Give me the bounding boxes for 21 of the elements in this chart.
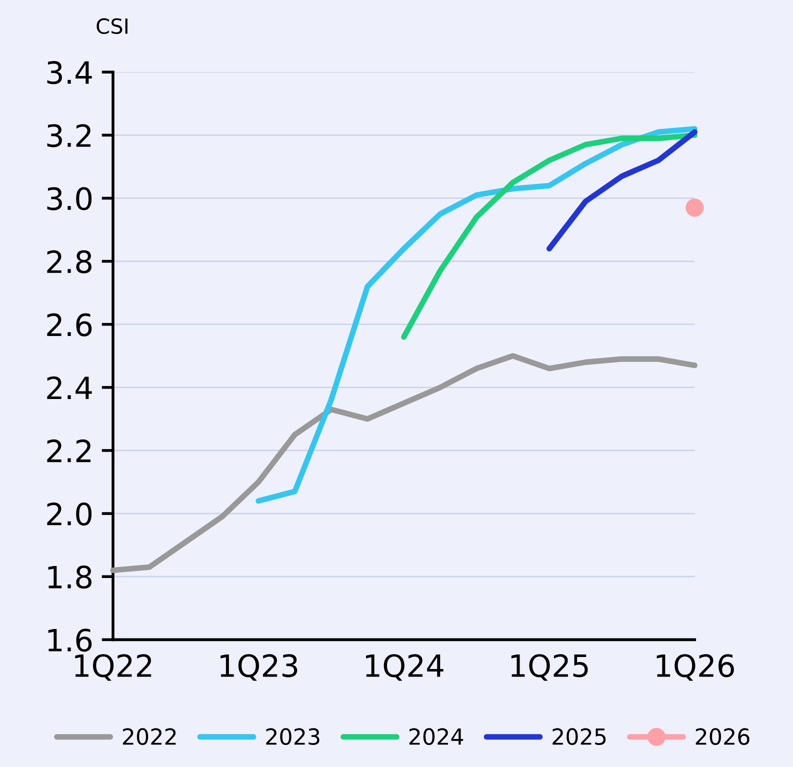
legend-label: 2026 bbox=[696, 728, 750, 745]
legend-label: 2025 bbox=[552, 728, 606, 745]
y-tick-label: 2.4 bbox=[47, 376, 92, 400]
x-tick-label: 1Q26 bbox=[656, 654, 734, 681]
legend-label: 2024 bbox=[409, 728, 464, 745]
legend-label: 2022 bbox=[122, 728, 176, 745]
y-tick-label: 2.2 bbox=[47, 439, 90, 462]
y-tick-label: 2.6 bbox=[47, 313, 92, 336]
y-tick-label: 1.8 bbox=[48, 566, 92, 589]
x-tick-label: 1Q23 bbox=[220, 654, 298, 681]
y-tick-label: 2.8 bbox=[47, 250, 92, 274]
y-tick-label: 3.4 bbox=[47, 61, 92, 84]
y-tick-label: 1.6 bbox=[48, 628, 92, 652]
x-tick-label: 1Q22 bbox=[75, 654, 152, 681]
x-tick-label: 1Q24 bbox=[366, 654, 444, 681]
x-tick-label: 1Q25 bbox=[511, 654, 588, 681]
y-tick-label: 3.0 bbox=[47, 187, 92, 210]
y-axis-title: CSI bbox=[96, 18, 128, 34]
y-tick-label: 2.0 bbox=[47, 502, 92, 526]
legend-label: 2023 bbox=[266, 728, 320, 745]
y-tick-label: 3.2 bbox=[47, 124, 90, 148]
